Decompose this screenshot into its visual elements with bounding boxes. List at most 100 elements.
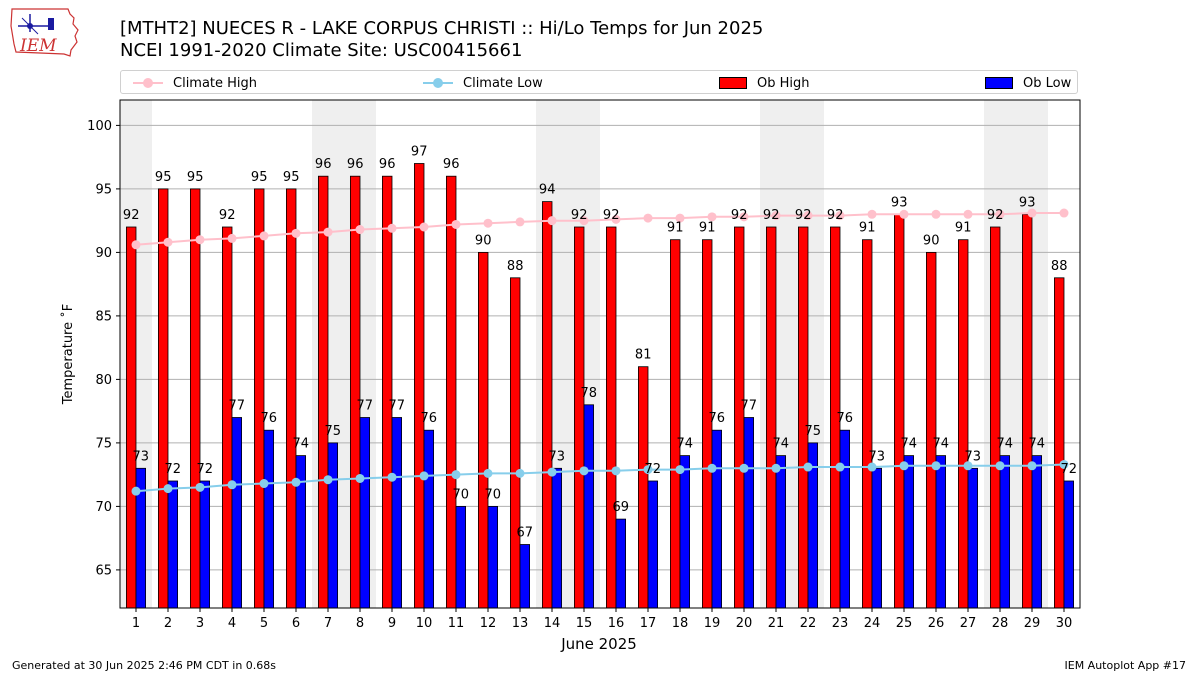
ob-high-label-16: 92 — [603, 208, 620, 223]
x-tick-label-9: 9 — [388, 616, 396, 631]
climate-low-point-29 — [1027, 461, 1037, 471]
ob-high-bar-30 — [1054, 277, 1065, 609]
ob-high-label-25: 93 — [891, 195, 908, 210]
legend-swatch-climate-high — [133, 77, 163, 89]
climate-high-point-30 — [1059, 208, 1069, 218]
ob-high-label-8: 96 — [347, 157, 364, 172]
ob-low-label-13: 67 — [517, 526, 534, 541]
ob-high-bar-8 — [349, 175, 361, 609]
climate-low-point-2 — [163, 484, 173, 494]
climate-high-line — [135, 212, 1064, 246]
y-tick-label-70: 70 — [95, 500, 112, 515]
legend-item-climate-high: Climate High — [133, 74, 257, 92]
ob-low-label-18: 74 — [677, 437, 694, 452]
ob-low-bar-11 — [455, 505, 467, 609]
climate-low-point-16 — [611, 466, 621, 476]
legend-swatch-ob-low — [985, 77, 1013, 89]
climate-high-point-26 — [931, 209, 941, 219]
ob-high-bar-28 — [990, 226, 1001, 609]
ob-high-label-28: 92 — [987, 208, 1004, 223]
y-tick-label-80: 80 — [95, 373, 112, 388]
ob-high-label-10: 97 — [411, 145, 428, 160]
x-tick-label-28: 28 — [992, 616, 1009, 631]
ob-low-label-24: 73 — [869, 449, 886, 464]
y-axis-label: Temperature ˚F — [60, 304, 76, 405]
climate-low-point-30 — [1059, 459, 1069, 469]
ob-low-label-20: 77 — [741, 399, 758, 414]
ob-low-bar-14 — [551, 467, 563, 609]
ob-high-bar-13 — [509, 277, 521, 609]
x-tick-label-19: 19 — [704, 616, 721, 631]
ob-high-bar-20 — [734, 226, 745, 609]
ob-low-bar-20 — [743, 417, 755, 609]
ob-high-bar-2 — [157, 188, 169, 609]
ob-high-label-27: 91 — [955, 221, 972, 236]
climate-high-point-16 — [611, 214, 621, 224]
climate-high-point-22 — [803, 211, 813, 221]
ob-low-label-3: 72 — [197, 462, 214, 477]
climate-low-line — [135, 463, 1065, 493]
ob-low-bar-26 — [935, 455, 947, 609]
ob-high-label-29: 93 — [1019, 195, 1036, 210]
ob-low-bar-15 — [583, 404, 595, 609]
ob-high-bar-9 — [381, 175, 393, 609]
climate-low-point-6 — [291, 477, 301, 487]
x-tick-label-7: 7 — [324, 616, 332, 631]
ob-low-label-29: 74 — [1029, 437, 1046, 452]
ob-high-bar-5 — [253, 188, 265, 609]
ob-low-label-19: 76 — [709, 411, 726, 426]
climate-high-point-8 — [355, 225, 365, 235]
ob-low-label-2: 72 — [165, 462, 182, 477]
climate-low-point-1 — [131, 486, 141, 496]
climate-low-point-17 — [643, 465, 653, 475]
legend-item-climate-low: Climate Low — [423, 74, 543, 92]
ob-high-label-19: 91 — [699, 221, 716, 236]
x-tick-label-4: 4 — [228, 616, 236, 631]
climate-high-point-25 — [899, 209, 909, 219]
ob-high-label-20: 92 — [731, 208, 748, 223]
ob-high-bar-7 — [317, 175, 329, 609]
climate-low-point-15 — [579, 466, 589, 476]
climate-high-point-27 — [963, 209, 973, 219]
x-tick-label-18: 18 — [672, 616, 689, 631]
legend-label-ob-low: Ob Low — [1023, 75, 1072, 91]
ob-low-label-14: 73 — [549, 449, 566, 464]
ob-high-label-30: 88 — [1051, 259, 1068, 274]
climate-low-point-19 — [707, 463, 717, 473]
ob-low-label-23: 76 — [837, 411, 854, 426]
x-tick-label-2: 2 — [164, 616, 172, 631]
ob-low-label-16: 69 — [613, 500, 630, 515]
ob-high-bar-25 — [894, 213, 905, 609]
x-tick-label-24: 24 — [864, 616, 881, 631]
ob-high-label-2: 95 — [155, 170, 172, 185]
ob-high-label-24: 91 — [859, 221, 876, 236]
y-tick-label-100: 100 — [87, 119, 112, 134]
climate-high-point-12 — [483, 218, 493, 228]
climate-high-point-28 — [995, 209, 1005, 219]
ob-low-bar-27 — [967, 467, 979, 609]
climate-high-point-3 — [195, 235, 205, 245]
climate-high-point-1 — [131, 240, 141, 250]
legend-label-climate-high: Climate High — [173, 75, 258, 91]
ob-low-label-27: 73 — [965, 449, 982, 464]
ob-low-label-5: 76 — [261, 411, 278, 426]
ob-low-label-25: 74 — [901, 437, 918, 452]
ob-high-label-11: 96 — [443, 157, 460, 172]
ob-low-bar-25 — [903, 455, 915, 609]
ob-high-bar-15 — [574, 226, 585, 609]
y-tick-label-75: 75 — [95, 436, 112, 451]
x-tick-label-3: 3 — [196, 616, 204, 631]
ob-low-bar-4 — [231, 417, 243, 609]
ob-high-label-23: 92 — [827, 208, 844, 223]
climate-high-point-5 — [259, 231, 269, 241]
ob-high-bar-24 — [862, 239, 873, 609]
x-tick-label-20: 20 — [736, 616, 753, 631]
climate-high-point-4 — [227, 233, 237, 243]
climate-low-point-26 — [931, 461, 941, 471]
climate-low-point-12 — [483, 468, 493, 478]
x-axis-label: June 2025 — [560, 635, 637, 653]
ob-low-bar-29 — [1031, 455, 1043, 609]
x-tick-label-6: 6 — [292, 616, 300, 631]
iem-logo: IEM — [8, 6, 82, 58]
